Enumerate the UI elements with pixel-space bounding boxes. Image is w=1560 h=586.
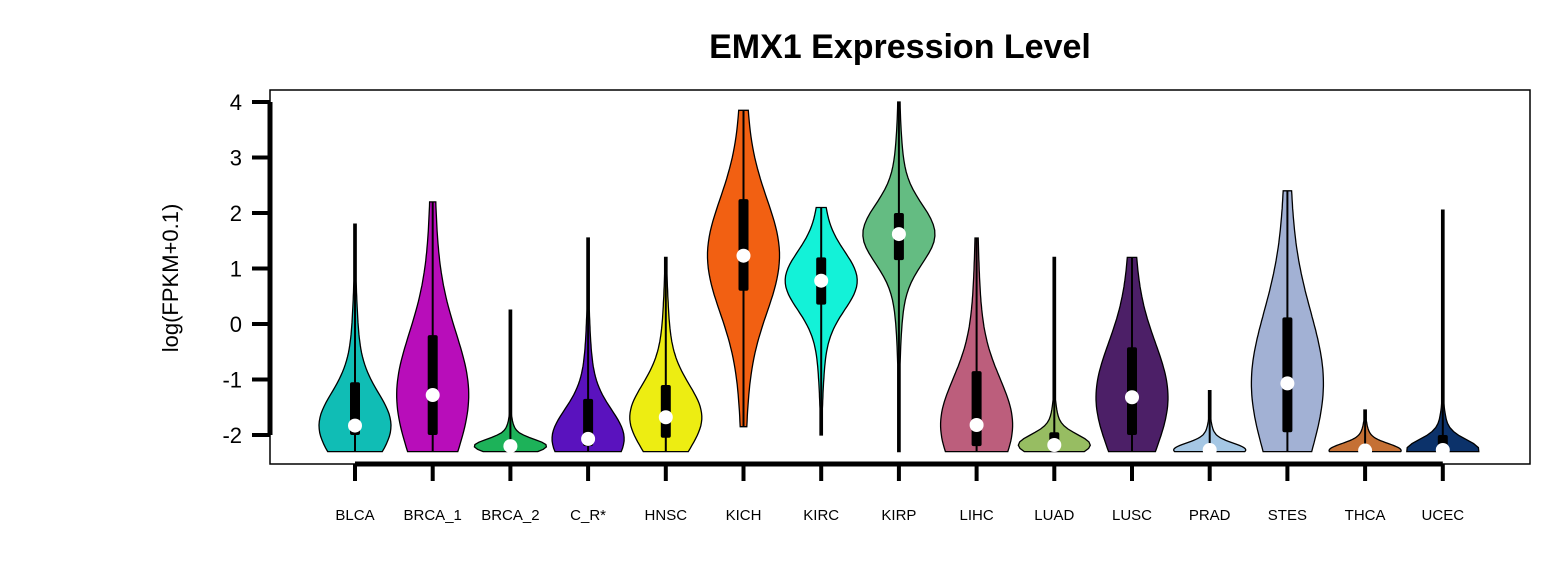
violin-ucec [1406, 209, 1480, 457]
violin-brca_2 [473, 309, 548, 454]
y-tick-label: 2 [230, 201, 242, 226]
x-tick-label: KIRC [803, 507, 839, 524]
violin-stes [1250, 190, 1325, 453]
violin-median-dot [1280, 376, 1295, 391]
x-tick-label: BRCA_1 [404, 507, 462, 524]
violin-iqr-box [1282, 317, 1293, 433]
violin-median-dot [736, 248, 751, 263]
x-tick-label: C_R* [570, 507, 606, 524]
violin-median-dot [1202, 442, 1217, 457]
x-tick-label: LUAD [1034, 507, 1074, 524]
x-tick-label: KIRP [881, 507, 916, 524]
y-tick-label: 1 [230, 257, 242, 282]
violin-median-dot [1358, 443, 1373, 458]
violin-thca [1328, 409, 1402, 458]
y-tick-label: -1 [222, 368, 242, 393]
violin-median-dot [1125, 390, 1139, 405]
x-axis: BLCA BRCA_1 BRCA_2 C_R* HNSC KICH KIRC KIRP LIHC… [335, 461, 1465, 524]
y-tick-label: -2 [222, 423, 242, 448]
violin-median-dot [425, 388, 440, 403]
violin-median-dot [658, 410, 673, 425]
violin-iqr-box [738, 199, 749, 291]
x-tick-label: KICH [726, 507, 762, 524]
y-tick-label: 3 [230, 146, 242, 171]
violin-median-dot [1047, 437, 1062, 452]
x-tick-label: PRAD [1189, 507, 1231, 524]
violin-median-dot [503, 439, 518, 454]
violins-layer [318, 101, 1480, 458]
violin-prad [1173, 389, 1247, 457]
y-axis-label: log(FPKM+0.1) [158, 204, 183, 353]
violin-median-dot [1435, 442, 1450, 457]
y-axis: -2 -1 0 1 2 3 4 [222, 90, 273, 448]
violin-kich [706, 109, 781, 428]
violin-iqr-box [427, 335, 438, 435]
x-tick-label: HNSC [645, 507, 688, 524]
violin-median-dot [348, 418, 362, 433]
x-tick-label: BLCA [335, 507, 374, 524]
violin-iqr-box [971, 371, 982, 447]
x-tick-label: STES [1268, 507, 1307, 524]
violin-lihc [939, 237, 1014, 453]
violin-hnsc [629, 256, 703, 453]
violin-median-dot [814, 273, 829, 288]
violin-kirc [784, 206, 858, 436]
violin-median-dot [969, 418, 984, 433]
violin-c_r* [551, 237, 625, 453]
x-tick-label: LUSC [1112, 507, 1152, 524]
y-tick-label: 0 [230, 312, 242, 337]
y-tick-label: 4 [230, 90, 242, 115]
x-tick-label: LIHC [960, 507, 994, 524]
x-tick-label: THCA [1345, 507, 1386, 524]
violin-lusc [1095, 256, 1169, 453]
violin-kirp [862, 101, 936, 453]
violin-median-dot [891, 227, 906, 242]
violin-median-dot [581, 431, 596, 446]
violin-blca [318, 223, 392, 453]
x-tick-label: BRCA_2 [481, 507, 539, 524]
chart-title: EMX1 Expression Level [709, 28, 1091, 66]
x-tick-label: UCEC [1422, 507, 1465, 524]
violin-luad [1017, 256, 1092, 453]
violin-brca_1 [396, 201, 470, 453]
